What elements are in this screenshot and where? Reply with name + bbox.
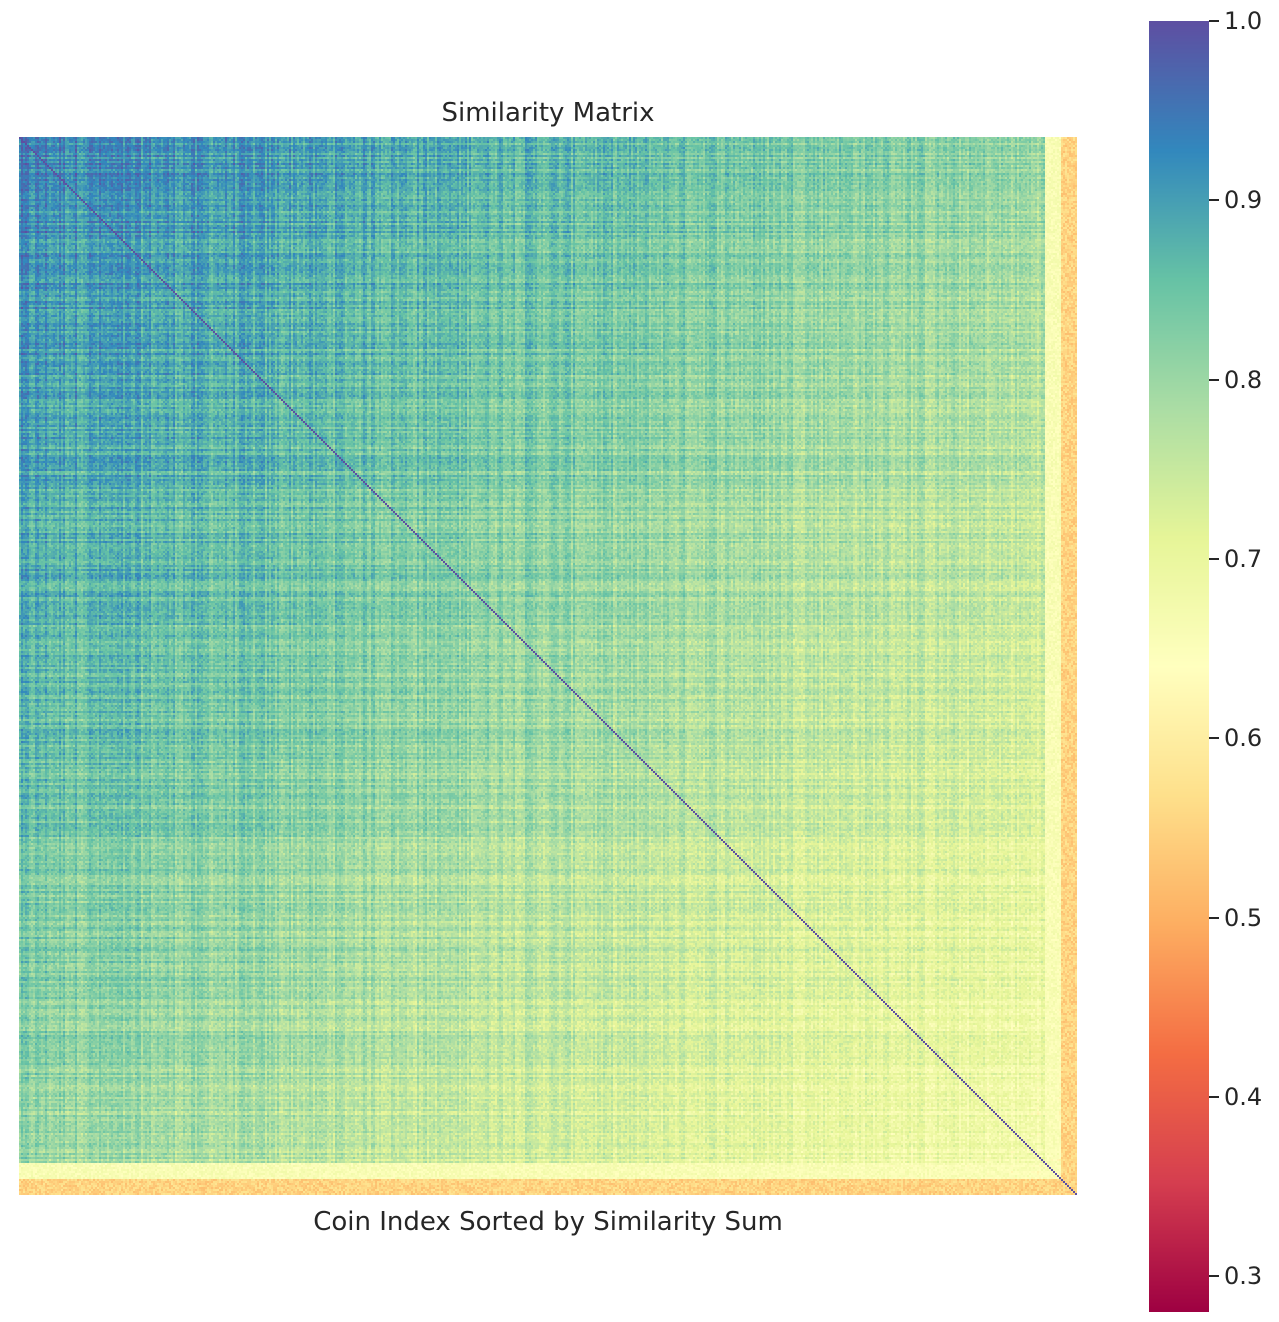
chart-title: Similarity Matrix	[441, 98, 655, 128]
colorbar-tick-mark	[1209, 1095, 1219, 1098]
colorbar-tick-mark	[1209, 737, 1219, 740]
colorbar-tick-label: 1.0	[1224, 7, 1263, 35]
colorbar-tick-label: 0.6	[1224, 724, 1263, 753]
colorbar-tick-mark	[1209, 916, 1219, 919]
similarity-heatmap	[19, 137, 1077, 1195]
colorbar-tick-label: 0.7	[1224, 544, 1263, 573]
colorbar-tick-label: 0.8	[1224, 365, 1263, 394]
colorbar-tick-mark	[1209, 1275, 1219, 1278]
colorbar-tick-mark	[1209, 199, 1219, 202]
colorbar-tick-label: 0.9	[1224, 186, 1263, 215]
colorbar-tick-mark	[1209, 557, 1219, 560]
colorbar-tick-label: 0.5	[1224, 903, 1263, 932]
colorbar	[1149, 21, 1209, 1312]
colorbar-tick-mark	[1209, 20, 1219, 22]
colorbar-tick-label: 0.3	[1224, 1262, 1263, 1291]
x-axis-label: Coin Index Sorted by Similarity Sum	[313, 1207, 783, 1237]
colorbar-tick-mark	[1209, 378, 1219, 381]
colorbar-tick-label: 0.4	[1224, 1082, 1263, 1111]
